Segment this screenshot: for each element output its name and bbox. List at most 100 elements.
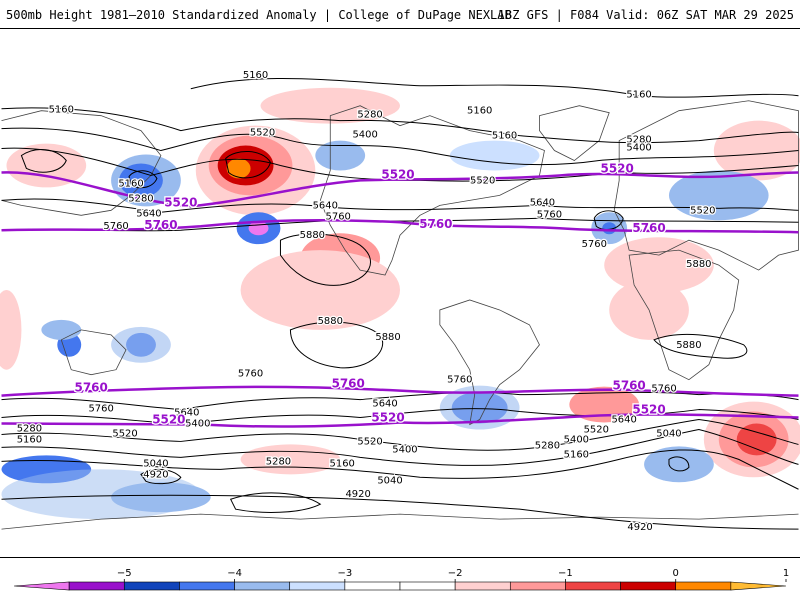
legend-tick-label: 1 [783, 568, 789, 579]
contour-label-38: 5400 [392, 444, 417, 455]
south-america-outline [439, 299, 540, 426]
contour-label-44: 5280 [266, 456, 291, 467]
contour-label-13: 5760 [103, 221, 128, 232]
positive-anomaly-region [604, 237, 714, 293]
legend-tick-label: −4 [227, 568, 242, 579]
contour-label-50: 4920 [627, 522, 652, 533]
contour-label-41: 5280 [535, 440, 560, 451]
legend-colorbar [13, 581, 787, 591]
contour-label-9: 5400 [626, 143, 651, 154]
negative-anomaly-region [111, 482, 211, 513]
greenland-outline [539, 105, 610, 161]
reference-contour-5760-south [1, 385, 799, 397]
contour-label-46: 5040 [143, 458, 168, 469]
contour-label-47: 4920 [143, 469, 168, 480]
contour-label-25: 5880 [676, 340, 701, 351]
antarctica-outline [1, 513, 799, 530]
contour-label-3: 5160 [467, 106, 492, 117]
reference-contour-label-11: 5520 [632, 403, 665, 417]
contour-label-24: 5880 [375, 332, 400, 343]
negative-anomaly-region [439, 385, 520, 430]
legend-color-swatch [399, 581, 456, 591]
contour-label-31: 5400 [185, 418, 210, 429]
contour-label-8: 5280 [626, 135, 651, 146]
legend-color-swatch [289, 581, 346, 591]
legend-color-swatch [234, 581, 291, 591]
reference-contour-label-0: 5520 [381, 167, 414, 181]
legend-tick-labels: −5−4−3−2−1012345 [117, 568, 789, 582]
color-legend: −5−4−3−2−1012345 [13, 568, 789, 591]
legend-tick-label: 0 [673, 568, 679, 579]
contour-label-36: 5520 [112, 428, 137, 439]
contour-line [653, 333, 748, 359]
contour-line [593, 210, 624, 231]
contour-line [289, 321, 384, 369]
contour-label-49: 4920 [345, 489, 370, 500]
contour-label-12: 5640 [136, 208, 161, 219]
negative-anomaly-region [644, 446, 714, 483]
contour-label-29: 5760 [88, 404, 113, 415]
reference-contour-label-7: 5760 [332, 377, 365, 391]
contour-line [1, 408, 799, 426]
legend-color-swatch [509, 581, 566, 591]
contour-label-32: 5640 [372, 399, 397, 410]
negative-anomaly-region [111, 326, 171, 363]
reference-contour-label-3: 5760 [144, 218, 177, 232]
contour-label-14: 5520 [470, 175, 495, 186]
legend-color-swatch [68, 581, 125, 591]
contour-line [1, 428, 799, 466]
contour-label-30: 5640 [174, 408, 199, 419]
contour-label-7: 5520 [250, 128, 275, 139]
reference-contour-label-6: 5760 [75, 381, 108, 395]
legend-tick-label: −3 [337, 568, 352, 579]
legend-color-swatch [620, 581, 677, 591]
contour-line [1, 198, 799, 213]
reference-contour-5520-north [1, 171, 799, 208]
positive-anomaly-region [713, 120, 800, 181]
contour-label-23: 5880 [318, 316, 343, 327]
contour-label-37: 5520 [357, 436, 382, 447]
reference-contour-label-5: 5760 [632, 221, 665, 235]
anomaly-map: 5160516051605160516052805400552052805400… [0, 28, 800, 558]
reference-contour-labels: 5520 5520 5520 5760 5760 5760 5760 5760 5760 5520… [73, 160, 667, 428]
contour-label-33: 5640 [611, 415, 636, 426]
reference-contours [1, 171, 799, 428]
eurasia-outline [613, 100, 799, 271]
contour-label-45: 5160 [330, 458, 355, 469]
contour-label-43: 5040 [656, 428, 681, 439]
contour-label-15: 5640 [313, 200, 338, 211]
contour-label-10: 5160 [118, 178, 143, 189]
contour-label-28: 5760 [651, 384, 676, 395]
legend-tick-label: −2 [448, 568, 463, 579]
contour-label-34: 5280 [17, 423, 42, 434]
contour-label-17: 5640 [530, 197, 555, 208]
contour-line [20, 149, 67, 173]
contour-line [1, 494, 799, 530]
reference-contour-label-9: 5520 [152, 413, 185, 427]
reference-contour-label-2: 5520 [164, 195, 197, 209]
contour-line [1, 107, 799, 144]
contour-line [190, 78, 799, 98]
legend-color-swatch [454, 581, 511, 591]
model-run-info: 18Z GFS | F084 Valid: 06Z SAT MAR 29 202… [497, 8, 794, 22]
negative-anomaly-region [119, 163, 163, 198]
reference-contour-label-8: 5760 [613, 379, 646, 393]
negative-anomaly-region [449, 140, 540, 171]
positive-anomaly-region [6, 143, 87, 188]
reference-contour-label-4: 5760 [419, 217, 452, 231]
contour-label-21: 5880 [300, 230, 325, 241]
reference-contour-5520-south [1, 413, 799, 428]
legend-color-swatch [344, 581, 401, 591]
contour-line [1, 391, 799, 411]
map-title: 500mb Height 1981–2010 Standardized Anom… [6, 8, 512, 22]
contour-label-1: 5160 [49, 105, 74, 116]
contour-line [1, 127, 799, 166]
header-bar: 500mb Height 1981–2010 Standardized Anom… [0, 0, 800, 28]
positive-anomaly-region [260, 87, 400, 124]
legend-color-swatch [179, 581, 235, 591]
contour-label-0: 5160 [243, 70, 268, 81]
legend-color-swatch [123, 581, 180, 591]
contour-line [279, 233, 371, 286]
positive-anomaly-region [736, 423, 777, 456]
negative-anomaly-region [668, 170, 769, 221]
